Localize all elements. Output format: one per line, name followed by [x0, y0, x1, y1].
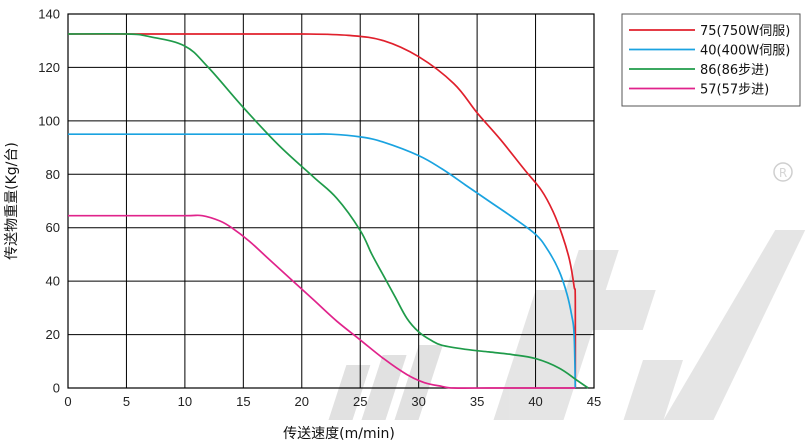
plot-frame	[67, 13, 595, 389]
y-tick-label: 80	[46, 167, 60, 182]
grid-lines	[68, 14, 594, 388]
y-tick-label: 0	[53, 381, 60, 396]
series-lines	[67, 32, 589, 389]
y-tick-label: 20	[46, 327, 60, 342]
x-tick-label: 25	[353, 394, 367, 409]
x-tick-label: 20	[295, 394, 309, 409]
y-tick-label: 100	[38, 113, 60, 128]
legend-label: 57(57步进)	[700, 83, 769, 98]
legend-label: 75(750W伺服)	[700, 24, 790, 39]
plot-area	[67, 13, 595, 389]
y-tick-label: 60	[46, 220, 60, 235]
registered-mark-circle	[773, 162, 793, 182]
x-tick-label: 15	[236, 394, 250, 409]
x-tick-label: 45	[587, 394, 601, 409]
y-tick-label: 140	[38, 7, 60, 22]
x-tick-label: 30	[411, 394, 425, 409]
registered-mark: R	[773, 162, 793, 182]
x-tick-label: 5	[123, 394, 130, 409]
registered-mark-letter: R	[779, 166, 787, 180]
legend: 75(750W伺服) 40(400W伺服) 86(86步进) 57(57步进)	[621, 13, 801, 107]
legend-label: 86(86步进)	[700, 63, 769, 78]
watermark-glyphs	[433, 230, 806, 420]
series-line	[68, 133, 577, 389]
x-tick-label: 40	[528, 394, 542, 409]
series-line	[67, 32, 589, 389]
x-tick-label: 35	[470, 394, 484, 409]
x-tick-label: 0	[64, 394, 71, 409]
y-axis-title: 传送物重量(Kg/台)	[4, 142, 20, 260]
series-line	[68, 33, 577, 389]
legend-label: 40(400W伺服)	[700, 44, 790, 59]
series-line	[68, 214, 576, 389]
x-tick-label: 10	[178, 394, 192, 409]
x-axis-title: 传送速度(m/min)	[283, 426, 395, 442]
y-tick-label: 40	[46, 274, 60, 289]
y-tick-label: 120	[38, 60, 60, 75]
axes: 0 5 10 15 20 25 30 35 40 45 0 20 40 60 80 100 120 140	[38, 7, 601, 410]
